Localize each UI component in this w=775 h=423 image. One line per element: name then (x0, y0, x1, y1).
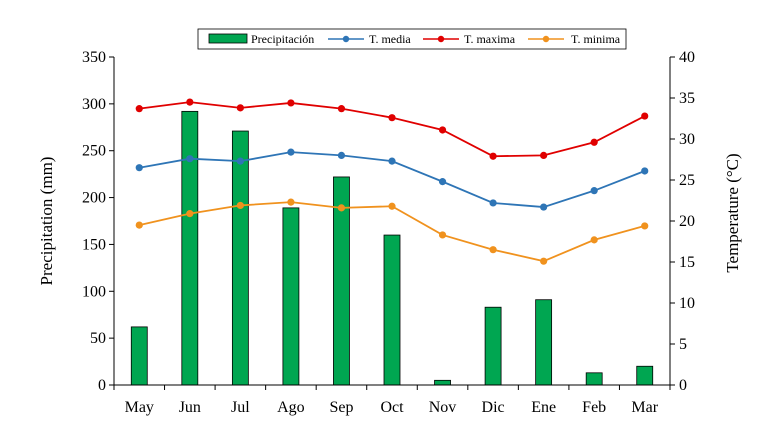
point-t-minima-jul (236, 201, 244, 210)
point-t-media-jun (186, 155, 194, 163)
point-t-maxima-ago (287, 99, 295, 107)
legend-tmedia-label: T. media (369, 32, 411, 46)
left-tick-label: 350 (82, 49, 106, 66)
x-tick-label-jul: Jul (231, 399, 250, 416)
point-t-media-may (135, 164, 143, 172)
right-tick-label: 10 (679, 295, 695, 312)
point-t-maxima-mar (641, 112, 649, 120)
x-axis-ticks: May Jun Jul Ago Sep Oct Nov Dic Ene Feb Mar (113, 385, 671, 416)
legend-tmaxima-marker (437, 35, 445, 43)
temperature-lines (135, 98, 649, 265)
legend-precipitation-label: Precipitación (251, 32, 314, 46)
legend-tminima-label: T. minima (571, 32, 621, 46)
legend-tmaxima-label: T. maxima (464, 32, 516, 46)
legend-precipitation-swatch (208, 33, 248, 44)
x-tick-label-feb: Feb (582, 399, 606, 416)
precipitation-bar-jul (231, 130, 249, 386)
point-t-maxima-ene (540, 151, 548, 159)
line-t-maxima (139, 101, 646, 158)
x-tick-label-jun: Jun (179, 399, 201, 416)
point-t-minima-may (135, 221, 143, 229)
left-tick-label: 150 (82, 236, 106, 253)
point-t-media-ago (287, 148, 295, 156)
precipitation-bar-ene (535, 299, 553, 386)
legend: Precipitación T. media T. maxima T. mini… (197, 28, 627, 50)
x-tick-label-may: May (125, 399, 154, 416)
point-t-minima-mar (641, 222, 649, 230)
point-t-media-oct (388, 157, 396, 165)
right-tick-label: 0 (679, 377, 687, 394)
precipitation-bar-feb (585, 372, 603, 386)
point-t-media-mar (641, 167, 649, 175)
right-tick-label: 35 (679, 90, 695, 107)
left-tick-label: 300 (82, 96, 106, 113)
point-t-maxima-oct (388, 114, 396, 122)
precipitation-bar-mar (636, 365, 654, 386)
right-tick-label: 5 (679, 336, 687, 353)
legend-frame (197, 28, 627, 50)
precipitation-bar-oct (383, 234, 401, 386)
point-t-maxima-nov (438, 126, 447, 134)
point-t-media-jul (236, 157, 244, 165)
point-t-media-dic (489, 199, 497, 207)
right-tick-label: 15 (679, 254, 695, 271)
x-tick-label-oct: Oct (380, 399, 404, 416)
precipitation-bar-dic (484, 306, 502, 386)
point-t-maxima-sep (337, 105, 346, 113)
left-axis-ticks: 0 50 100 150 200 250 300 350 (82, 49, 114, 394)
point-t-maxima-jul (236, 104, 244, 112)
point-t-media-ene (540, 203, 548, 211)
point-t-maxima-dic (489, 152, 497, 160)
x-tick-label-dic: Dic (482, 399, 505, 416)
x-tick-label-sep: Sep (329, 399, 353, 416)
x-tick-label-ene: Ene (531, 399, 556, 416)
point-t-minima-nov (438, 231, 447, 239)
point-t-minima-ago (287, 198, 295, 206)
precipitation-bars (130, 110, 654, 386)
point-t-maxima-feb (590, 138, 598, 146)
left-tick-label: 100 (82, 283, 106, 300)
right-tick-label: 40 (679, 49, 695, 66)
right-axis-title: Temperature (°C) (723, 153, 742, 272)
x-tick-label-nov: Nov (429, 399, 457, 416)
x-tick-label-ago: Ago (277, 399, 305, 416)
point-t-media-nov (438, 178, 447, 186)
right-tick-label: 20 (679, 213, 695, 230)
right-tick-label: 30 (679, 131, 695, 148)
left-tick-label: 200 (82, 190, 106, 207)
left-tick-label: 50 (90, 330, 106, 347)
point-t-minima-oct (388, 202, 396, 210)
point-t-media-feb (590, 187, 598, 195)
point-t-maxima-may (135, 105, 143, 113)
left-tick-label: 0 (98, 377, 106, 394)
left-axis-title: Precipitation (mm) (37, 157, 56, 286)
point-t-minima-feb (590, 236, 598, 244)
legend-tmedia-marker (342, 35, 350, 43)
legend-tminima-marker (542, 35, 550, 43)
point-t-minima-sep (337, 204, 346, 212)
precipitation-bar-ago (282, 207, 300, 386)
point-t-minima-ene (540, 257, 548, 265)
right-tick-label: 25 (679, 172, 695, 189)
point-t-maxima-jun (186, 98, 194, 106)
point-t-minima-dic (489, 246, 497, 254)
point-t-minima-jun (186, 210, 194, 218)
right-axis-ticks: 0 5 10 15 20 25 30 35 40 (670, 49, 695, 394)
x-tick-label-mar: Mar (631, 399, 658, 416)
point-t-media-sep (337, 151, 346, 159)
precipitation-bar-may (130, 326, 148, 386)
left-tick-label: 250 (82, 143, 106, 160)
precipitation-bar-nov (434, 379, 451, 386)
precipitation-bar-jun (181, 110, 199, 386)
